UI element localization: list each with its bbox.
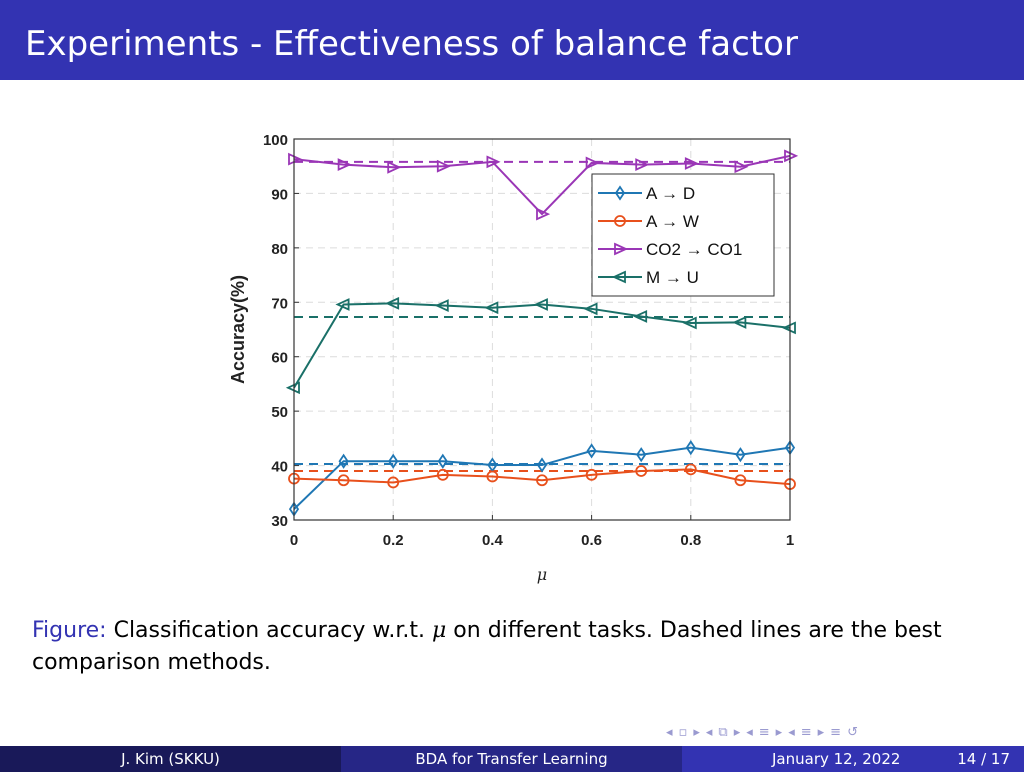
data-point	[684, 157, 699, 170]
data-point	[536, 474, 548, 487]
legend-label: A → W	[646, 212, 699, 231]
series-line	[293, 446, 791, 510]
nav-right-icon[interactable]: ▸	[693, 724, 700, 740]
data-point	[338, 453, 349, 469]
legend-label: A → D	[646, 184, 695, 203]
y-tick-label: 70	[271, 295, 288, 312]
data-point	[337, 474, 350, 487]
data-point	[385, 296, 400, 310]
data-point	[533, 298, 548, 311]
data-point	[682, 316, 697, 330]
footer-title-text: BDA for Transfer Learning	[415, 750, 608, 768]
caption-text-2: on different tasks. Dashed lines are the…	[32, 618, 942, 675]
data-point	[437, 453, 448, 469]
title-bar: Experiments - Effectiveness of balance f…	[0, 0, 1024, 80]
subsection-icon[interactable]: ≡	[800, 724, 812, 740]
nav-right-icon[interactable]: ▸	[733, 724, 741, 740]
data-point	[434, 299, 449, 312]
x-tick-label: 0	[290, 532, 298, 549]
data-point	[388, 453, 399, 469]
x-axis-label: μ	[537, 565, 547, 584]
x-tick-label: 0.2	[383, 532, 404, 549]
data-point	[486, 470, 499, 483]
nav-left-icon[interactable]: ◂	[788, 724, 795, 740]
data-point	[735, 447, 746, 463]
subsection-icon[interactable]: ≡	[758, 724, 770, 740]
data-point	[586, 443, 597, 459]
data-point	[732, 316, 747, 329]
data-point	[536, 457, 548, 473]
data-point	[585, 468, 598, 481]
data-point	[436, 159, 451, 173]
data-point	[684, 463, 697, 476]
nav-left-icon[interactable]: ◂	[705, 724, 713, 740]
legend-marker	[614, 185, 626, 201]
caption-text-1: Classification accuracy w.r.t.	[106, 618, 432, 643]
y-tick-label: 90	[271, 186, 288, 203]
data-point	[335, 298, 350, 311]
y-tick-label: 40	[271, 459, 288, 476]
data-point	[583, 302, 598, 316]
caption-mu: μ	[432, 618, 447, 643]
footer-bar: J. Kim (SKKU) BDA for Transfer Learning …	[0, 746, 1024, 772]
search-icon[interactable]: ↺	[847, 724, 858, 740]
footer-page: 14 / 17	[957, 750, 1010, 768]
data-point	[436, 468, 449, 481]
data-point	[486, 155, 501, 169]
y-tick-label: 30	[271, 513, 288, 530]
x-tick-label: 0.4	[482, 532, 504, 549]
data-point	[734, 474, 747, 487]
frame-icon[interactable]: ▫	[678, 724, 688, 740]
nav-left-icon[interactable]: ◂	[746, 724, 753, 740]
data-point	[685, 439, 696, 456]
legend-marker	[614, 242, 629, 256]
legend-marker	[614, 215, 626, 227]
axes-box	[293, 138, 791, 521]
menu-icon[interactable]: ≡	[830, 724, 842, 740]
data-point	[585, 156, 600, 170]
x-tick-label: 0.6	[581, 532, 602, 549]
footer-author-text: J. Kim (SKKU)	[121, 750, 220, 768]
legend-label: M → U	[646, 268, 699, 287]
data-point	[536, 207, 551, 221]
series-line	[293, 302, 791, 389]
data-point	[484, 301, 499, 315]
series-line	[293, 154, 791, 216]
data-point	[633, 310, 648, 323]
nav-left-icon[interactable]: ◂	[666, 724, 673, 740]
footer-date-page: January 12, 2022 14 / 17	[682, 746, 1024, 772]
data-point	[734, 160, 749, 174]
y-tick-label: 100	[263, 132, 288, 149]
y-tick-label: 60	[271, 350, 288, 367]
data-point	[387, 476, 400, 489]
series-line	[293, 468, 791, 486]
slide-title: Experiments - Effectiveness of balance f…	[25, 24, 798, 64]
data-point	[635, 158, 650, 171]
x-tick-label: 0.8	[680, 532, 701, 549]
beamer-navigation: ◂ ▫ ▸ ◂ ⧉ ▸ ◂ ≡ ▸ ◂ ≡ ▸ ≡ ↺	[666, 722, 858, 742]
footer-title: BDA for Transfer Learning	[341, 746, 682, 772]
nav-right-icon[interactable]: ▸	[817, 724, 825, 740]
x-tick-label: 1	[786, 532, 794, 549]
data-point	[387, 160, 402, 174]
y-axis-label: Accuracy(%)	[228, 275, 248, 384]
section-icon[interactable]: ⧉	[718, 724, 728, 740]
data-point	[636, 447, 647, 463]
figure-caption: Figure: Classification accuracy w.r.t. μ…	[32, 615, 992, 679]
y-tick-label: 80	[271, 241, 288, 258]
legend-marker	[611, 270, 626, 284]
data-point	[635, 465, 648, 477]
nav-right-icon[interactable]: ▸	[775, 724, 783, 740]
footer-date: January 12, 2022	[772, 750, 901, 768]
footer-author: J. Kim (SKKU)	[0, 746, 341, 772]
y-tick-label: 50	[271, 404, 288, 421]
data-point	[337, 158, 352, 171]
legend-label: CO2 → CO1	[646, 240, 742, 259]
caption-label: Figure:	[32, 618, 107, 643]
